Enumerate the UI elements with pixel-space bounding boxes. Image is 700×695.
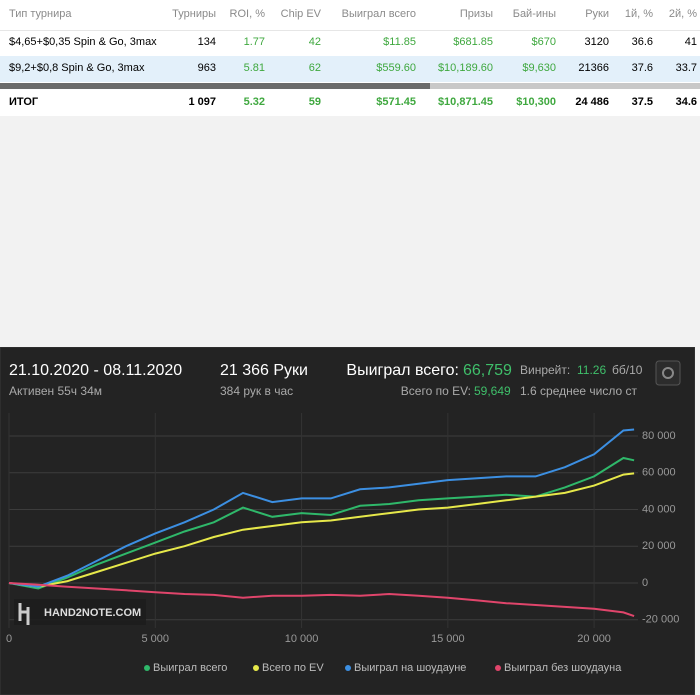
legend-label: Выиграл всего — [153, 662, 227, 674]
total-cell: 59 — [308, 96, 321, 108]
hands: 21 366 Руки — [220, 362, 308, 379]
table-cell: 62 — [308, 62, 321, 74]
total-cell: $571.45 — [376, 96, 416, 108]
graph-panel: 21.10.2020 - 08.11.2020 Активен 55ч 34м … — [0, 347, 695, 695]
header-cell: Руки — [585, 8, 609, 20]
legend-marker — [495, 665, 501, 671]
total-cell: 37.5 — [631, 96, 653, 108]
scrollbar-thumb — [0, 83, 430, 89]
y-tick-label: 20 000 — [642, 540, 676, 552]
y-tick-label: 0 — [642, 577, 648, 589]
x-tick-label: 5 000 — [142, 633, 170, 645]
winrate-label: Винрейт: — [520, 363, 570, 377]
winrate-value: 11.26 — [577, 363, 606, 377]
series-line — [8, 428, 635, 588]
stats-table: Тип турнира Турниры ROI, % Chip EV Выиграл в… — [0, 0, 700, 116]
table-cell: 36.6 — [631, 36, 653, 48]
active-time: Активен 55ч 34м — [9, 384, 102, 398]
series-line — [8, 472, 635, 588]
ev-value: 59,649 — [474, 384, 511, 398]
table-cell: $10,189.60 — [437, 62, 493, 74]
winrate-unit: бб/10 — [612, 363, 643, 377]
header-cell: Chip EV — [280, 8, 321, 20]
legend-marker — [345, 665, 351, 671]
legend-marker — [144, 665, 150, 671]
table-cell: 21366 — [578, 62, 609, 74]
table-cell: 963 — [197, 62, 216, 74]
series-line — [8, 582, 635, 618]
table-cell: 134 — [197, 36, 216, 48]
table-cell: $11.85 — [383, 36, 416, 48]
table-cell: $4,65+$0,35 Spin & Go, 3max — [9, 36, 157, 48]
y-tick-label: 60 000 — [642, 467, 676, 479]
total-cell: 5.32 — [243, 96, 265, 108]
legend-label: Выиграл без шоудауна — [504, 662, 622, 674]
logo-icon — [18, 603, 30, 625]
table-cell: 41 — [684, 36, 697, 48]
total-cell: 24 486 — [575, 96, 609, 108]
total-cell: ИТОГ — [9, 96, 39, 108]
y-tick-label: -20 000 — [642, 614, 679, 626]
logo: HAND2NOTE.COM — [44, 607, 141, 619]
table-cell: 37.6 — [631, 62, 653, 74]
header-cell: 1й, % — [624, 8, 653, 20]
header-cell: ROI, % — [229, 8, 265, 20]
header-cell: Выиграл всего — [341, 8, 416, 20]
table-cell: $681.85 — [453, 36, 493, 48]
y-tick-label: 40 000 — [642, 503, 676, 515]
total-cell: 1 097 — [188, 96, 216, 108]
date-range: 21.10.2020 - 08.11.2020 — [9, 362, 182, 379]
x-tick-label: 0 — [6, 633, 12, 645]
total-cell: 34.6 — [675, 96, 697, 108]
plot: -20 000 0 20 000 40 000 60 000 80 000 0 5 000 10… — [6, 413, 679, 674]
settings-icon — [662, 367, 674, 379]
hands-per-hour: 384 рук в час — [220, 384, 293, 398]
table-cell: $559.60 — [376, 62, 416, 74]
table-cell: $670 — [531, 36, 556, 48]
header-cell: Турниры — [172, 8, 216, 20]
panel-bg — [0, 347, 695, 695]
series-line — [8, 456, 635, 590]
legend-label: Выиграл на шоудауне — [354, 662, 466, 674]
x-tick-label: 10 000 — [285, 633, 319, 645]
header-cell: Призы — [459, 8, 493, 20]
total-cell: $10,300 — [516, 96, 556, 108]
won-value: 66,759 — [463, 362, 512, 379]
x-tick-label: 20 000 — [577, 633, 611, 645]
table-cell: 42 — [308, 36, 321, 48]
table-cell: 33.7 — [675, 62, 697, 74]
row-highlight — [0, 56, 700, 82]
header-cell: Бай-ины — [512, 8, 556, 20]
table-cell: $9,2+$0,8 Spin & Go, 3max — [9, 62, 145, 74]
legend-label: Всего по EV — [262, 662, 324, 674]
table-cell: 5.81 — [243, 62, 265, 74]
y-tick-label: 80 000 — [642, 430, 676, 442]
table-cell: 1.77 — [243, 36, 265, 48]
ev-label: Всего по EV: — [401, 384, 471, 398]
row-divider — [0, 30, 700, 31]
header-cell: Тип турнира — [9, 8, 72, 20]
settings-button[interactable] — [655, 360, 681, 386]
table-cell: $9,630 — [522, 62, 556, 74]
won-label: Выиграл всего: — [346, 362, 459, 379]
table-cell: 3120 — [584, 36, 609, 48]
x-tick-label: 15 000 — [431, 633, 465, 645]
logo-bg — [14, 599, 146, 625]
avg-stacks: 1.6 среднее число ст — [520, 384, 638, 398]
header-cell: 2й, % — [668, 8, 697, 20]
total-cell: $10,871.45 — [437, 96, 493, 108]
legend-marker — [253, 665, 259, 671]
